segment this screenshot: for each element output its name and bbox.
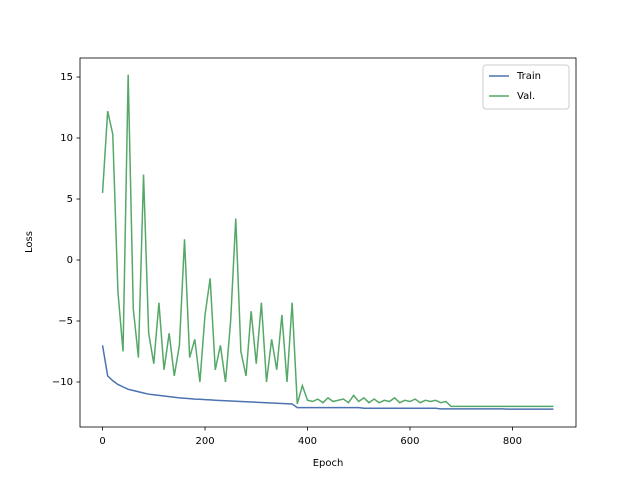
y-axis-label: Loss	[24, 231, 35, 253]
x-tick-label: 400	[298, 436, 317, 447]
y-tick-label: 15	[60, 72, 73, 83]
x-tick-label: 200	[195, 436, 214, 447]
data-line	[101, 74, 554, 408]
legend-label: Val.	[517, 91, 535, 102]
x-tick-label: 0	[99, 436, 105, 447]
axes-frame	[79, 57, 577, 428]
legend-label: Train	[516, 71, 541, 82]
y-tick-label: 10	[60, 133, 73, 144]
y-tick-label: 0	[67, 255, 73, 266]
x-tick-label: 800	[503, 436, 522, 447]
x-tick-label: 600	[400, 436, 419, 447]
data-line	[101, 345, 554, 410]
y-tick-label: −10	[52, 377, 73, 388]
y-tick-label: 5	[67, 194, 73, 205]
y-tick-label: −5	[58, 316, 73, 327]
x-axis-label: Epoch	[313, 458, 344, 469]
